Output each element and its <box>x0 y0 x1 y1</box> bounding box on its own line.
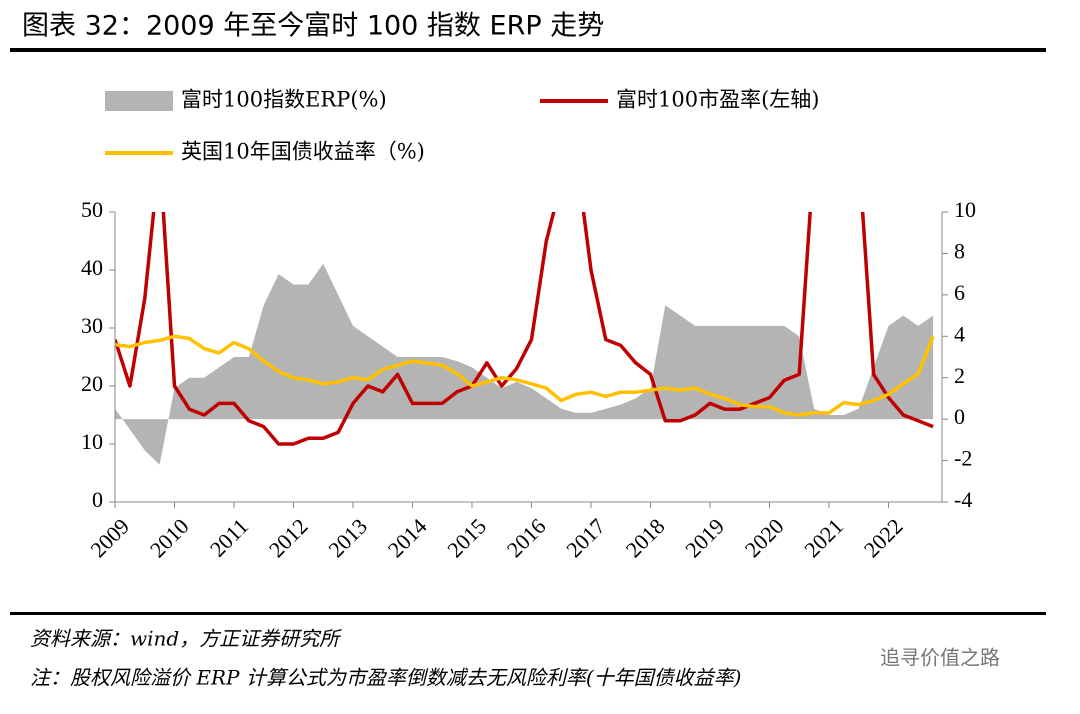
x-tick-label: 2018 <box>621 513 670 562</box>
series-line <box>115 334 935 417</box>
x-tick-label: 2020 <box>740 513 789 562</box>
x-tick-label: 2010 <box>145 513 194 562</box>
footer-rule <box>10 612 1046 615</box>
y2-tick-label: 8 <box>954 238 965 263</box>
note: 注：股权风险溢价 ERP 计算公式为市盈率倒数减去无风险利率(十年国债收益率) <box>30 666 741 690</box>
x-tick-label: 2012 <box>264 513 313 562</box>
x-tick-label: 2014 <box>383 513 432 562</box>
y-tick-label: 10 <box>81 429 103 454</box>
y2-tick-label: -4 <box>954 487 972 512</box>
y2-tick-label: -2 <box>954 446 972 471</box>
y-tick-label: 50 <box>81 197 103 222</box>
watermark: 追寻价值之路 <box>880 646 1000 670</box>
title-rule <box>10 48 1046 52</box>
y2-tick-label: 4 <box>954 321 965 346</box>
x-tick-label: 2015 <box>442 513 491 562</box>
x-tick-label: 2021 <box>799 513 848 562</box>
y2-tick-label: 0 <box>954 404 965 429</box>
series-line <box>115 212 934 446</box>
x-tick-label: 2009 <box>85 513 134 562</box>
legend-label: 富时100市盈率(左轴) <box>616 88 819 112</box>
y-tick-label: 30 <box>81 313 103 338</box>
y2-tick-label: 10 <box>954 197 976 222</box>
x-tick-label: 2013 <box>323 513 372 562</box>
y-tick-label: 20 <box>81 371 103 396</box>
x-tick-label: 2016 <box>502 513 551 562</box>
y2-tick-label: 2 <box>954 363 965 388</box>
x-tick-label: 2019 <box>680 513 729 562</box>
source: 资料来源：wind，方正证券研究所 <box>30 627 342 651</box>
erp-area <box>115 263 934 465</box>
x-tick-label: 2011 <box>205 513 253 561</box>
x-tick-label: 2017 <box>561 513 610 562</box>
chart-title: 图表 32：2009 年至今富时 100 指数 ERP 走势 <box>22 11 604 42</box>
y-tick-label: 0 <box>92 487 103 512</box>
legend-label: 英国10年国债收益率（%) <box>181 140 425 164</box>
legend-swatch <box>105 91 173 111</box>
y2-tick-label: 6 <box>954 280 965 305</box>
legend-label: 富时100指数ERP(%) <box>181 88 387 112</box>
x-tick-label: 2022 <box>859 513 908 562</box>
y-tick-label: 40 <box>81 255 103 280</box>
